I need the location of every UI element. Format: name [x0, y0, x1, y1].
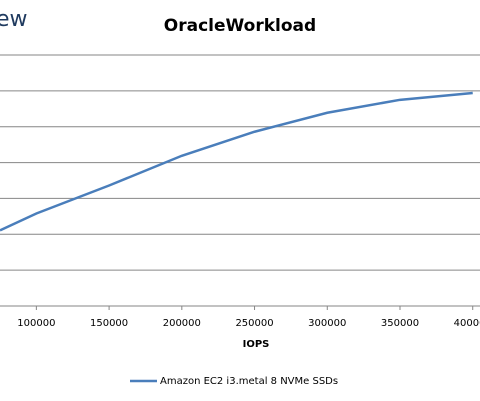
x-tick-label: 200000	[163, 318, 201, 329]
x-tick-label: 250000	[235, 318, 273, 329]
legend-label: Amazon EC2 i3.metal 8 NVMe SSDs	[160, 376, 338, 387]
x-axis-label: IOPS	[243, 339, 270, 350]
x-tick-label: 300000	[308, 318, 346, 329]
chart-title: OracleWorkload	[164, 16, 316, 36]
x-tick-label: 350000	[381, 318, 419, 329]
data-line	[0, 91, 473, 232]
x-tick-label: 150000	[90, 318, 128, 329]
logo-text: ew	[0, 7, 28, 32]
x-tick-label: 400000	[454, 318, 480, 329]
x-tick-label: 100000	[17, 318, 55, 329]
